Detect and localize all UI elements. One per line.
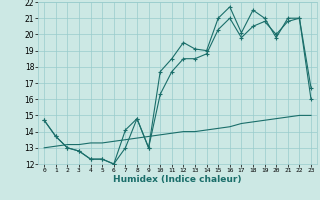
X-axis label: Humidex (Indice chaleur): Humidex (Indice chaleur) bbox=[113, 175, 242, 184]
